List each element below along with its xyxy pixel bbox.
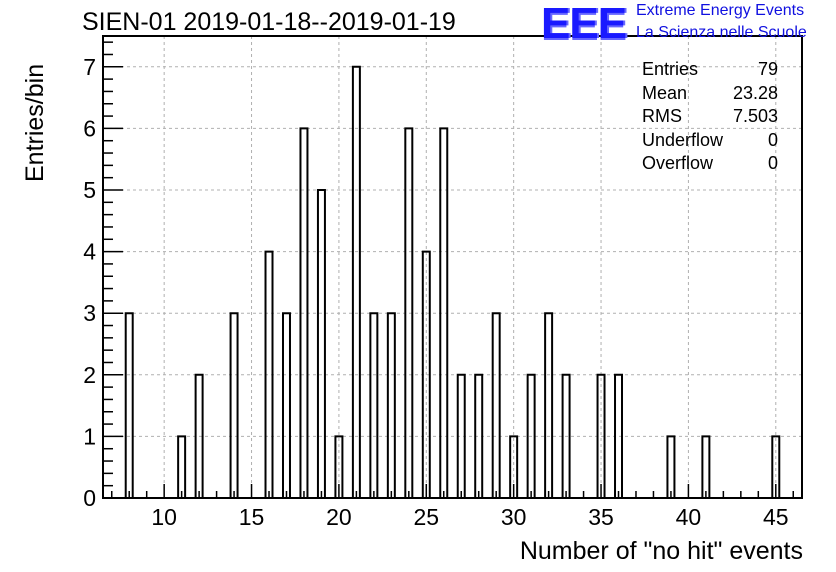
histogram-bar <box>264 250 274 498</box>
x-tick-label: 30 <box>501 504 527 530</box>
x-tick-label: 25 <box>413 504 439 530</box>
x-tick-label: 35 <box>588 504 614 530</box>
histogram-bar <box>474 373 484 498</box>
y-tick-label: 4 <box>83 239 96 265</box>
stats-row-overflow: Overflow 0 <box>642 152 778 176</box>
histogram-bar <box>509 435 519 498</box>
histogram-bar <box>404 127 414 498</box>
histogram-bar <box>124 312 134 498</box>
stats-row-mean: Mean 23.28 <box>642 82 778 106</box>
histogram-bar <box>386 312 396 498</box>
stats-label: Mean <box>642 82 688 103</box>
histogram-bar <box>614 373 624 498</box>
histogram-bar <box>194 373 204 498</box>
stats-value: 0 <box>767 129 778 150</box>
y-tick-labels: 0 1 2 3 4 5 6 7 <box>83 54 96 511</box>
y-axis-label: Entries/bin <box>21 63 49 182</box>
x-axis-label: Number of "no hit" events <box>519 537 803 565</box>
x-tick-label: 20 <box>326 504 352 530</box>
histogram-bar <box>229 312 239 498</box>
histogram-bars <box>124 65 781 498</box>
y-tick-label: 7 <box>83 54 96 80</box>
y-tick-label: 1 <box>83 423 96 449</box>
histogram-bar <box>299 127 309 498</box>
histogram-bar <box>456 373 466 498</box>
stats-value: 7.503 <box>732 106 778 127</box>
axis-ticks <box>103 41 795 499</box>
x-tick-label: 45 <box>763 504 789 530</box>
logo-text-line2: La Scienza nelle Scuole <box>636 24 807 41</box>
histogram-bar <box>544 312 554 498</box>
x-tick-label: 10 <box>151 504 177 530</box>
y-tick-label: 3 <box>83 300 96 326</box>
stats-row-rms: RMS 7.503 <box>642 105 778 129</box>
histogram-bar <box>526 373 536 498</box>
histogram-bar <box>316 189 326 498</box>
histogram-bar <box>561 373 571 498</box>
y-tick-label: 2 <box>83 362 96 388</box>
histogram-bar <box>177 435 187 498</box>
histogram-bar <box>596 373 606 498</box>
stats-value: 0 <box>767 153 778 174</box>
stats-label: Overflow <box>642 153 714 174</box>
x-tick-labels: 10 15 20 25 30 35 40 45 <box>151 504 788 530</box>
histogram-bar <box>491 312 501 498</box>
stats-row-entries: Entries 79 <box>642 58 778 82</box>
histogram-bar <box>771 435 781 498</box>
histogram-bar <box>666 435 676 498</box>
y-tick-label: 0 <box>83 485 96 511</box>
stats-label: RMS <box>642 106 682 127</box>
plot-frame <box>102 35 803 499</box>
eee-logo-mark: EEE <box>541 0 627 48</box>
histogram-bar <box>334 435 344 498</box>
histogram-bar <box>701 435 711 498</box>
histogram-bar <box>439 127 449 498</box>
logo-text-line1: Extreme Energy Events <box>636 2 805 19</box>
chart-title: SIEN-01 2019-01-18--2019-01-19 <box>82 8 456 36</box>
stats-row-underflow: Underflow 0 <box>642 129 778 153</box>
x-tick-label: 40 <box>676 504 702 530</box>
histogram-bar <box>351 65 361 498</box>
stats-label: Entries <box>642 59 699 79</box>
x-tick-label: 15 <box>239 504 265 530</box>
histogram-bar <box>369 312 379 498</box>
stats-box: Entries 79 Mean 23.28 RMS 7.503 Underflo… <box>642 58 778 176</box>
histogram-bar <box>421 250 431 498</box>
histogram-bar <box>281 312 291 498</box>
y-tick-label: 6 <box>83 115 96 141</box>
stats-value: 23.28 <box>732 82 778 103</box>
grid-lines <box>103 36 802 498</box>
stats-value: 79 <box>757 59 778 79</box>
y-tick-label: 5 <box>83 177 96 203</box>
stats-label: Underflow <box>642 129 724 150</box>
